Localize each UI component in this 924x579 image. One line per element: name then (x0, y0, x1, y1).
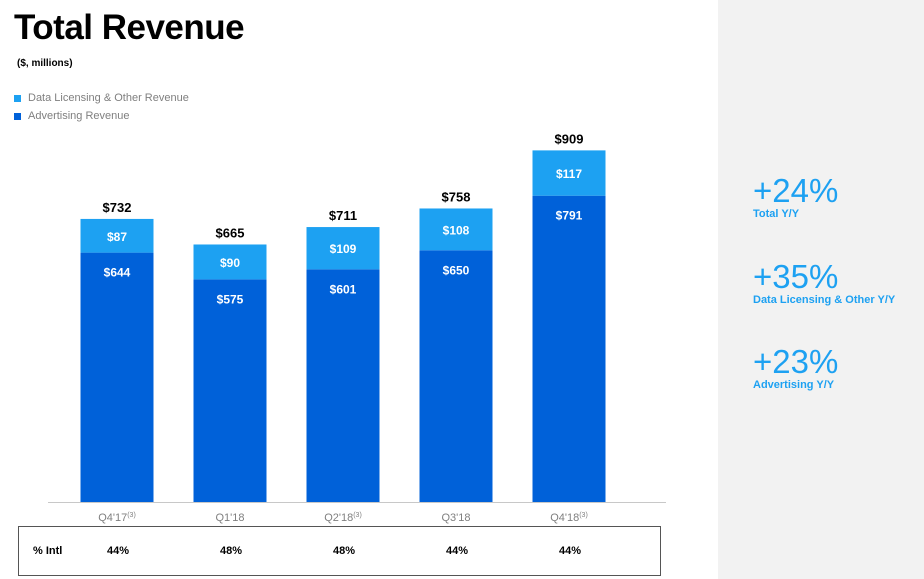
yoy-sidebar: +24% Total Y/Y +35% Data Licensing & Oth… (718, 0, 924, 579)
intl-row-label: % Intl (33, 545, 63, 557)
stat-advertising-value: +23% (753, 343, 839, 380)
legend-item-data-licensing: Data Licensing & Other Revenue (14, 89, 189, 107)
stat-total-value: +24% (753, 172, 839, 209)
legend-item-advertising: Advertising Revenue (14, 107, 189, 125)
page-title: Total Revenue (14, 8, 245, 47)
bar-data-licensing-q4-18 (532, 150, 606, 196)
tick-label-q2-18: Q2'18(3) (324, 512, 362, 524)
stat-advertising-label: Advertising Y/Y (753, 379, 835, 391)
legend-swatch-advertising (14, 112, 21, 120)
stat-advertising-yoy: +23% Advertising Y/Y (753, 345, 838, 392)
bar-advertising-q2-18 (306, 269, 380, 502)
bar-data-licensing-q1-18 (193, 244, 267, 280)
tick-footnote-q4-18: (3) (579, 512, 588, 519)
label-data-licensing-q4-17: $87 (107, 230, 127, 244)
intl-value-q4-18: 44% (558, 545, 582, 557)
bar-data-licensing-q2-18 (306, 227, 380, 270)
bar-data-licensing-q4-17 (80, 218, 154, 253)
bar-advertising-q3-18 (419, 250, 493, 502)
label-total-q1-18: $665 (216, 225, 245, 240)
label-data-licensing-q1-18: $90 (220, 256, 240, 270)
bar-advertising-q4-18 (532, 195, 606, 503)
stat-data-licensing-yoy: +35% Data Licensing & Other Y/Y (753, 260, 895, 307)
label-advertising-q4-18: $791 (556, 209, 583, 223)
label-total-q2-18: $711 (329, 208, 357, 223)
intl-percentage-table: % Intl 44% 48% 48% 44% 44% (18, 526, 661, 576)
label-data-licensing-q2-18: $109 (330, 242, 357, 256)
intl-value-q4-17: 44% (106, 545, 130, 557)
stat-data-licensing-value: +35% (753, 258, 839, 295)
legend-label-advertising: Advertising Revenue (28, 110, 130, 122)
revenue-bar-chart: $87 $644 $732 Q4'17(3) $90 $575 $665 Q1'18 $109 $… (48, 131, 666, 524)
intl-value-q2-18: 48% (332, 545, 356, 557)
tick-footnote-q2-18: (3) (353, 512, 362, 519)
legend-swatch-data-licensing (14, 94, 21, 102)
bar-advertising-q4-17 (80, 252, 154, 502)
label-total-q3-18: $758 (442, 189, 471, 204)
label-advertising-q1-18: $575 (217, 292, 244, 306)
legend: Data Licensing & Other Revenue Advertisi… (14, 89, 189, 125)
bar-data-licensing-q3-18 (419, 208, 493, 251)
intl-value-q1-18: 48% (219, 545, 243, 557)
stat-data-licensing-label: Data Licensing & Other Y/Y (753, 294, 896, 306)
tick-label-q3-18: Q3'18 (441, 512, 470, 524)
intl-value-q3-18: 44% (445, 545, 469, 557)
label-total-q4-18: $909 (555, 131, 584, 146)
label-total-q4-17: $732 (103, 200, 132, 215)
chart-subtitle: ($, millions) (17, 58, 73, 69)
stat-total-yoy: +24% Total Y/Y (753, 174, 838, 221)
stat-total-label: Total Y/Y (753, 208, 800, 220)
label-data-licensing-q4-18: $117 (556, 167, 582, 181)
tick-label-q4-18: Q4'18(3) (550, 512, 588, 524)
label-advertising-q2-18: $601 (330, 282, 357, 296)
tick-label-q4-17: Q4'17(3) (98, 512, 136, 524)
tick-footnote-q4-17: (3) (127, 512, 136, 519)
label-advertising-q4-17: $644 (104, 266, 131, 280)
bar-advertising-q1-18 (193, 279, 267, 502)
tick-label-q1-18: Q1'18 (215, 512, 244, 524)
legend-label-data-licensing: Data Licensing & Other Revenue (28, 92, 189, 104)
label-advertising-q3-18: $650 (443, 263, 470, 277)
label-data-licensing-q3-18: $108 (443, 223, 470, 237)
